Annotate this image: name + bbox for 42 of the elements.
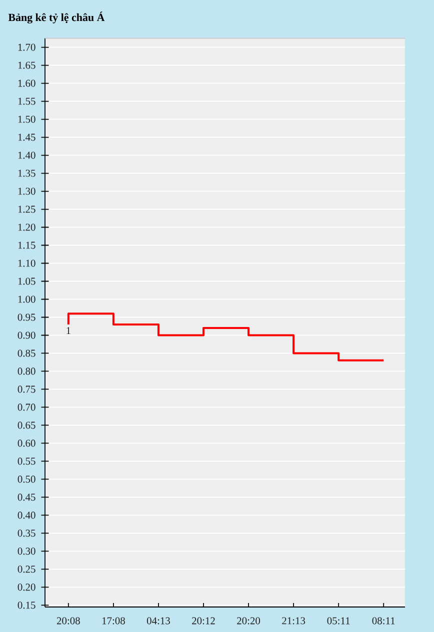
x-tick-label: 17:08 [102,617,125,624]
y-tick-label: 1.50 [18,116,36,123]
x-tick-label: 05:11 [327,617,350,624]
y-tick-label: 0.50 [18,476,36,483]
y-tick-label: 0.45 [18,494,36,501]
y-tick-label: 0.25 [18,566,36,573]
y-tick-label: 0.15 [18,602,36,609]
y-tick-label: 1.30 [18,188,36,195]
y-tick-label: 0.90 [18,332,36,339]
y-tick-label: 0.60 [18,440,36,447]
y-tick-label: 1.05 [18,278,36,285]
y-tick-label: 0.70 [18,404,36,411]
y-tick-label: 1.40 [18,152,36,159]
x-tick-label: 04:13 [146,617,170,624]
y-tick-label: 0.75 [18,386,36,393]
y-tick-label: 1.70 [18,44,36,51]
chart-title: Bảng kê tỷ lệ châu Á [8,12,105,24]
y-tick-label: 0.65 [18,422,36,429]
y-tick-label: 1.55 [18,98,36,105]
y-tick-label: 1.15 [18,242,36,249]
y-tick-label: 1.45 [18,134,36,141]
y-tick-label: 0.40 [18,512,36,519]
y-tick-label: 1.60 [18,80,36,87]
y-tick-label: 0.95 [18,314,36,321]
y-tick-label: 0.85 [18,350,36,357]
y-tick-label: 1.20 [18,224,36,231]
y-tick-label: 1.35 [18,170,36,177]
y-tick-label: 1.10 [18,260,36,267]
y-tick-label: 0.55 [18,458,36,465]
x-tick-label: 21:13 [282,617,306,624]
y-tick-label: 1.00 [18,296,36,303]
y-tick-label: 0.35 [18,530,36,537]
x-tick-label: 20:20 [237,617,260,624]
x-tick-label: 08:11 [372,617,395,624]
y-tick-label: 1.65 [18,62,36,69]
x-tick-label: 20:08 [56,617,80,624]
y-tick-label: 0.30 [18,548,36,555]
y-tick-label: 0.80 [18,368,36,375]
y-tick-label: 1.25 [18,206,36,213]
x-tick-label: 20:12 [192,617,215,624]
y-tick-label: 0.20 [18,584,36,591]
annotation: 1 [66,327,70,334]
